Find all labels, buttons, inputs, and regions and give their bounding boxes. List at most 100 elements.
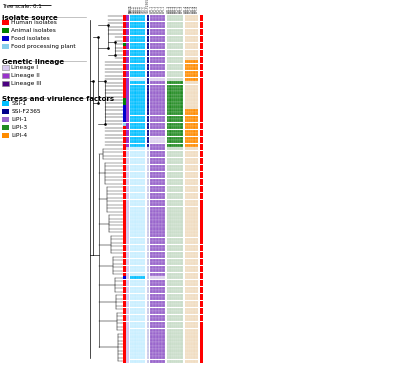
Bar (159, 276, 162, 279)
Bar (141, 172, 143, 175)
Bar (150, 248, 153, 251)
Bar (134, 297, 137, 300)
Bar (134, 255, 137, 258)
Bar (167, 105, 170, 108)
Bar (143, 147, 146, 150)
Bar (147, 99, 149, 101)
Bar (143, 116, 146, 119)
Bar (134, 245, 137, 248)
Bar (187, 133, 189, 137)
Bar (143, 123, 146, 126)
Bar (200, 53, 204, 56)
Bar (200, 22, 204, 25)
Bar (187, 88, 189, 91)
Bar (176, 200, 178, 203)
Bar (180, 137, 183, 140)
Bar (153, 332, 156, 335)
Bar (143, 304, 146, 307)
Text: LiPI-3: LiPI-3 (11, 125, 27, 130)
Bar (178, 311, 180, 314)
Bar (187, 60, 189, 63)
Bar (191, 269, 194, 272)
Bar (130, 29, 132, 32)
Bar (132, 193, 134, 196)
Bar (200, 46, 204, 49)
Bar (194, 81, 196, 84)
Bar (176, 116, 178, 119)
Bar (187, 335, 189, 339)
Bar (162, 161, 165, 164)
Bar (139, 168, 141, 171)
Bar (172, 147, 174, 150)
Bar (139, 231, 141, 234)
Bar (191, 227, 194, 231)
Bar (150, 60, 153, 63)
Bar (139, 193, 141, 196)
Bar (141, 287, 143, 290)
Bar (174, 356, 176, 360)
Bar (200, 332, 204, 335)
Bar (159, 346, 162, 349)
Bar (141, 29, 143, 32)
Bar (178, 325, 180, 328)
Text: LiPI-4: LiPI-4 (190, 5, 194, 13)
Bar (150, 77, 153, 81)
Bar (176, 43, 178, 46)
Bar (187, 175, 189, 178)
Bar (174, 74, 176, 77)
Bar (185, 178, 187, 182)
Bar (139, 301, 141, 304)
Bar (170, 109, 172, 112)
Bar (130, 172, 132, 175)
Bar (167, 294, 170, 297)
Bar (159, 193, 162, 196)
Bar (147, 318, 149, 321)
Bar (196, 294, 198, 297)
Bar (174, 22, 176, 25)
Bar (178, 64, 180, 67)
Bar (134, 290, 137, 293)
Bar (156, 144, 159, 147)
Bar (176, 133, 178, 137)
Bar (139, 259, 141, 262)
Bar (187, 81, 189, 84)
Bar (162, 74, 165, 77)
Bar (187, 339, 189, 342)
Bar (137, 158, 139, 161)
Bar (139, 255, 141, 258)
Bar (170, 161, 172, 164)
Bar (200, 84, 204, 88)
Bar (180, 259, 183, 262)
Bar (150, 346, 153, 349)
Bar (176, 119, 178, 122)
Bar (159, 287, 162, 290)
Bar (194, 252, 196, 255)
Bar (137, 81, 139, 84)
Bar (156, 158, 159, 161)
Bar (200, 353, 204, 356)
Bar (134, 165, 137, 168)
Bar (159, 332, 162, 335)
Bar (150, 273, 153, 276)
Bar (187, 109, 189, 112)
Bar (156, 311, 159, 314)
Bar (159, 81, 162, 84)
Bar (170, 70, 172, 74)
Bar (156, 126, 159, 130)
Bar (170, 290, 172, 293)
Bar (174, 248, 176, 251)
Bar (147, 301, 149, 304)
Bar (147, 158, 149, 161)
Bar (153, 57, 156, 60)
Bar (191, 210, 194, 213)
Bar (147, 22, 149, 25)
Bar (187, 161, 189, 164)
Bar (196, 356, 198, 360)
Bar (147, 200, 149, 203)
Bar (159, 112, 162, 115)
Bar (130, 186, 132, 189)
Bar (143, 220, 146, 223)
Bar (167, 245, 170, 248)
Bar (191, 224, 194, 227)
Bar (176, 189, 178, 192)
